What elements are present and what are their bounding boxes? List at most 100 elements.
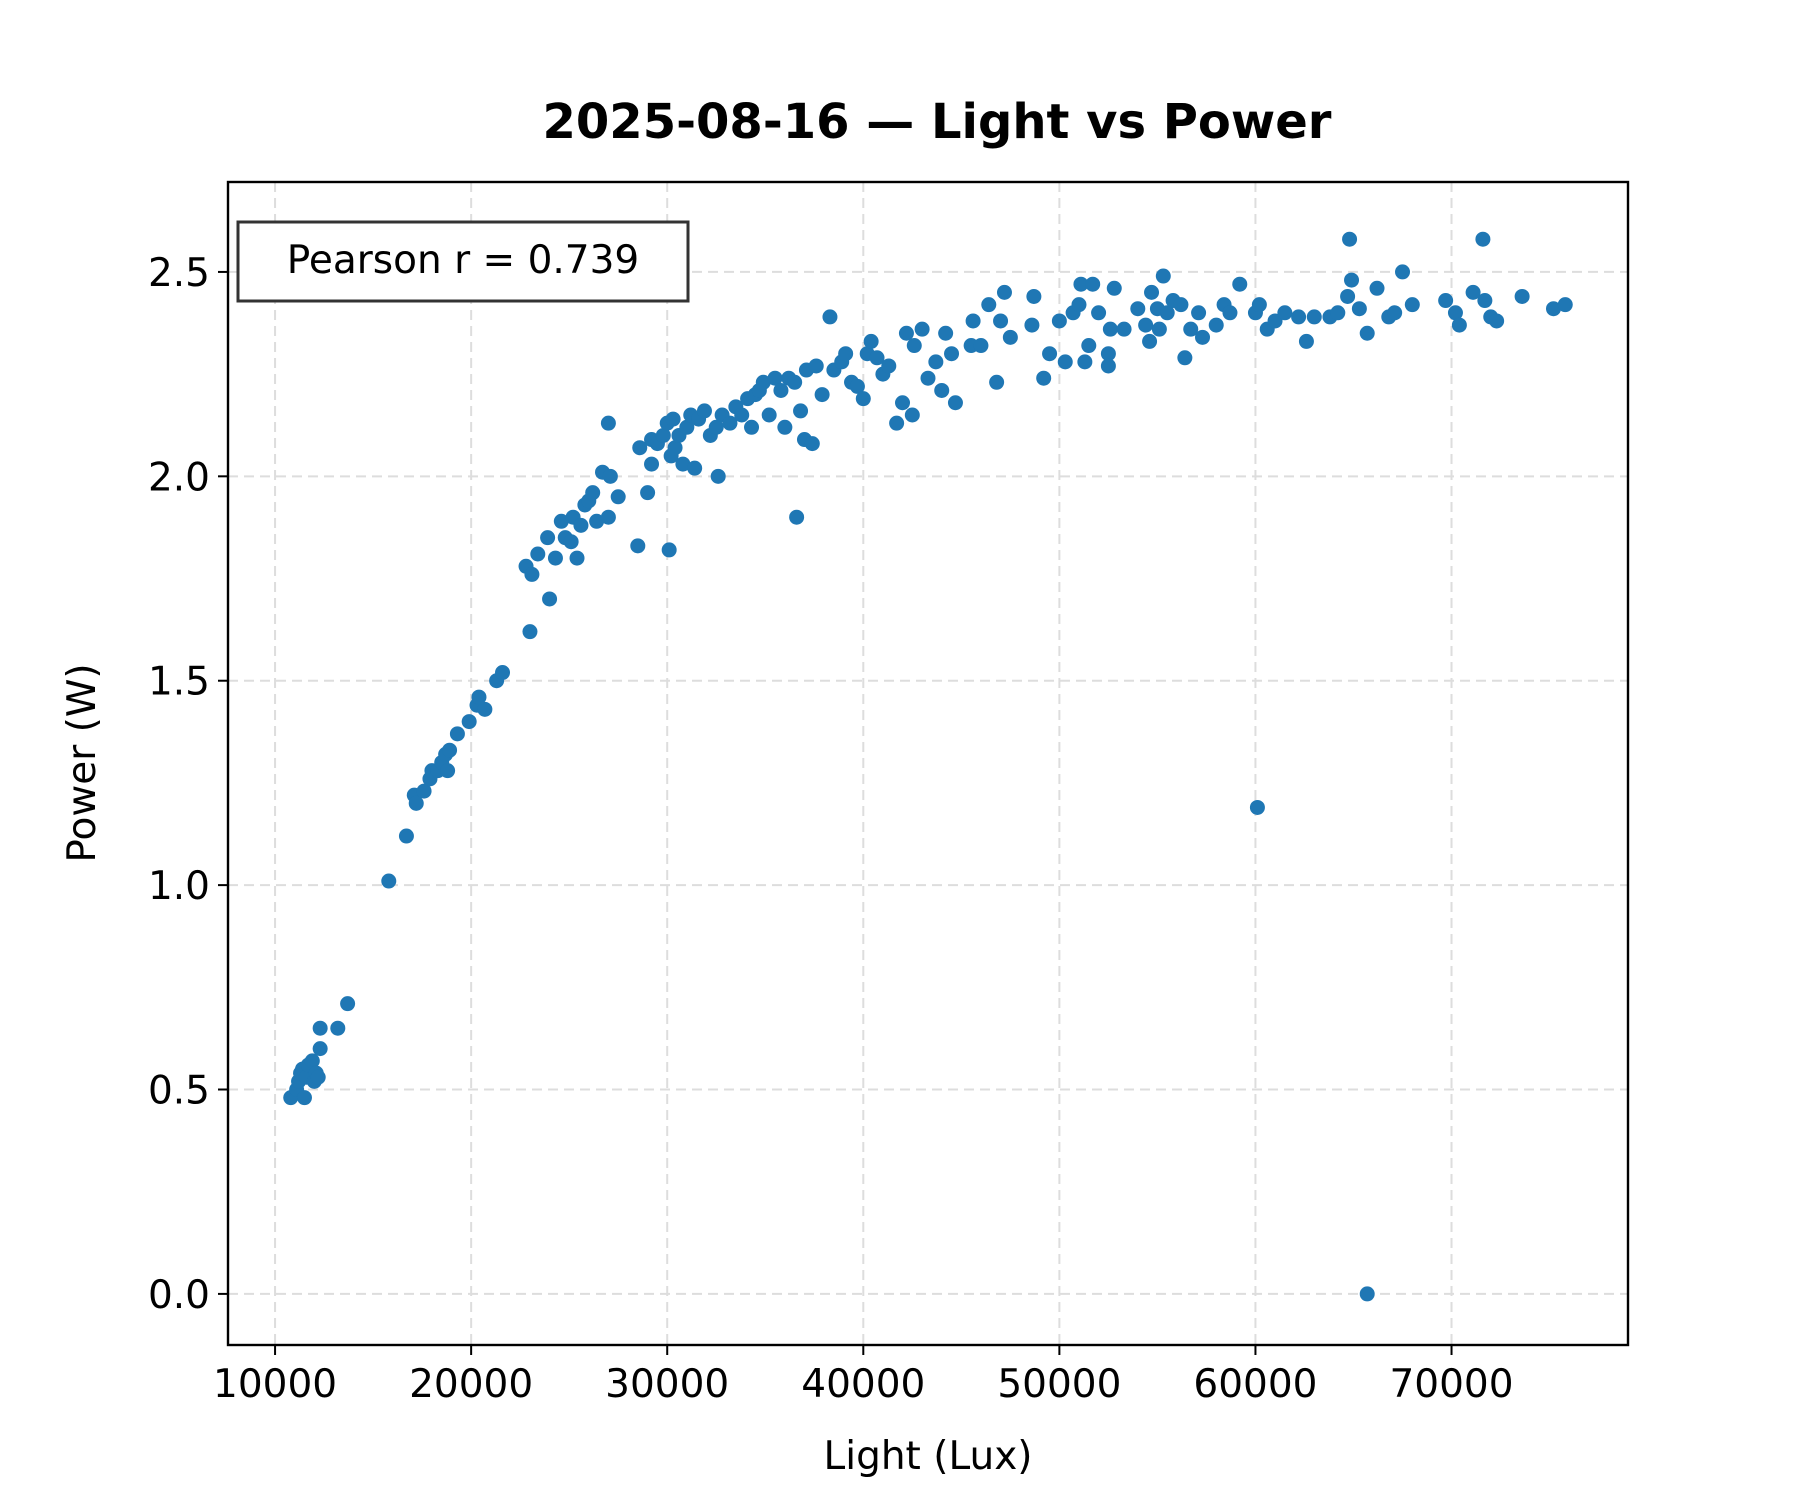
annotation-frame	[236, 220, 690, 303]
data-point	[610, 489, 626, 505]
data-point	[461, 714, 477, 730]
data-point	[808, 358, 824, 374]
data-point	[1387, 305, 1403, 321]
data-point	[1159, 305, 1175, 321]
data-point	[310, 1069, 326, 1085]
data-point	[889, 415, 905, 431]
data-point	[679, 419, 695, 435]
data-point	[898, 325, 914, 341]
data-point	[734, 407, 750, 423]
data-point	[1344, 272, 1360, 288]
data-point	[996, 284, 1012, 300]
data-point	[1340, 288, 1356, 304]
data-point	[661, 542, 677, 558]
y-tick-label: 2.5	[148, 251, 210, 296]
data-point	[761, 407, 777, 423]
data-point	[822, 309, 838, 325]
chart-title: 2025-08-16 — Light vs Power	[543, 94, 1332, 150]
data-point	[1026, 288, 1042, 304]
data-point	[1130, 301, 1146, 317]
pearson-annotation: Pearson r = 0.739	[287, 238, 640, 283]
x-axis-label: Light (Lux)	[824, 1434, 1033, 1479]
data-point	[938, 325, 954, 341]
data-point	[1051, 313, 1067, 329]
data-point	[1102, 321, 1118, 337]
x-tick-label: 70000	[1389, 1362, 1513, 1407]
data-point	[863, 333, 879, 349]
data-point	[1195, 329, 1211, 345]
y-tick-label: 1.0	[148, 864, 210, 909]
data-point	[773, 382, 789, 398]
data-point	[1002, 329, 1018, 345]
data-point	[906, 338, 922, 354]
data-point	[895, 395, 911, 411]
data-point	[1183, 321, 1199, 337]
data-point	[1277, 305, 1293, 321]
data-point	[1330, 305, 1346, 321]
data-point	[1073, 276, 1089, 292]
data-point	[573, 517, 589, 533]
data-point	[981, 297, 997, 313]
data-point	[881, 358, 897, 374]
data-point	[947, 395, 963, 411]
data-point	[1081, 338, 1097, 354]
data-point	[687, 460, 703, 476]
x-axis-ticks: 10000 20000 30000 40000 50000 60000 70000	[213, 1345, 1514, 1407]
data-point	[540, 530, 556, 546]
data-point	[1359, 1286, 1375, 1302]
data-point	[1451, 317, 1467, 333]
x-tick-label: 40000	[801, 1362, 925, 1407]
data-point	[1465, 284, 1481, 300]
data-point	[340, 996, 356, 1012]
data-point	[1085, 276, 1101, 292]
data-point	[304, 1053, 320, 1069]
data-point	[1142, 333, 1158, 349]
annotation-box: Pearson r = 0.739	[236, 220, 690, 303]
data-point	[973, 338, 989, 354]
data-point	[1191, 305, 1207, 321]
data-point	[644, 456, 660, 472]
data-point	[744, 419, 760, 435]
data-point	[855, 391, 871, 407]
data-point	[1100, 346, 1116, 362]
data-point	[477, 701, 493, 717]
data-point	[398, 828, 414, 844]
data-point	[1249, 799, 1265, 815]
data-point	[542, 591, 558, 607]
y-tick-label: 0.5	[148, 1069, 210, 1114]
data-point	[1395, 264, 1411, 280]
data-point	[787, 374, 803, 390]
data-point	[722, 415, 738, 431]
data-point	[944, 346, 960, 362]
data-point	[440, 763, 456, 779]
data-point	[1077, 354, 1093, 370]
x-tick-label: 50000	[997, 1362, 1121, 1407]
data-point	[1251, 297, 1267, 313]
data-point	[1091, 305, 1107, 321]
data-point	[330, 1020, 346, 1036]
x-tick-label: 60000	[1193, 1362, 1317, 1407]
data-point	[934, 382, 950, 398]
data-point	[312, 1020, 328, 1036]
data-point	[793, 403, 809, 419]
data-point	[767, 370, 783, 386]
data-point	[696, 403, 712, 419]
data-point	[1477, 293, 1493, 309]
data-point	[1057, 354, 1073, 370]
data-point	[1151, 321, 1167, 337]
y-tick-label: 0.0	[148, 1273, 210, 1318]
data-point	[1036, 370, 1052, 386]
y-axis-label: Power (W)	[60, 663, 105, 862]
data-point	[495, 665, 511, 681]
data-point	[600, 415, 616, 431]
data-point	[993, 313, 1009, 329]
x-tick-label: 30000	[605, 1362, 729, 1407]
data-point	[1232, 276, 1248, 292]
data-point	[381, 873, 397, 889]
data-point	[449, 726, 465, 742]
data-point	[920, 370, 936, 386]
data-point	[1138, 317, 1154, 333]
data-point	[1024, 317, 1040, 333]
x-tick-label: 10000	[213, 1362, 337, 1407]
